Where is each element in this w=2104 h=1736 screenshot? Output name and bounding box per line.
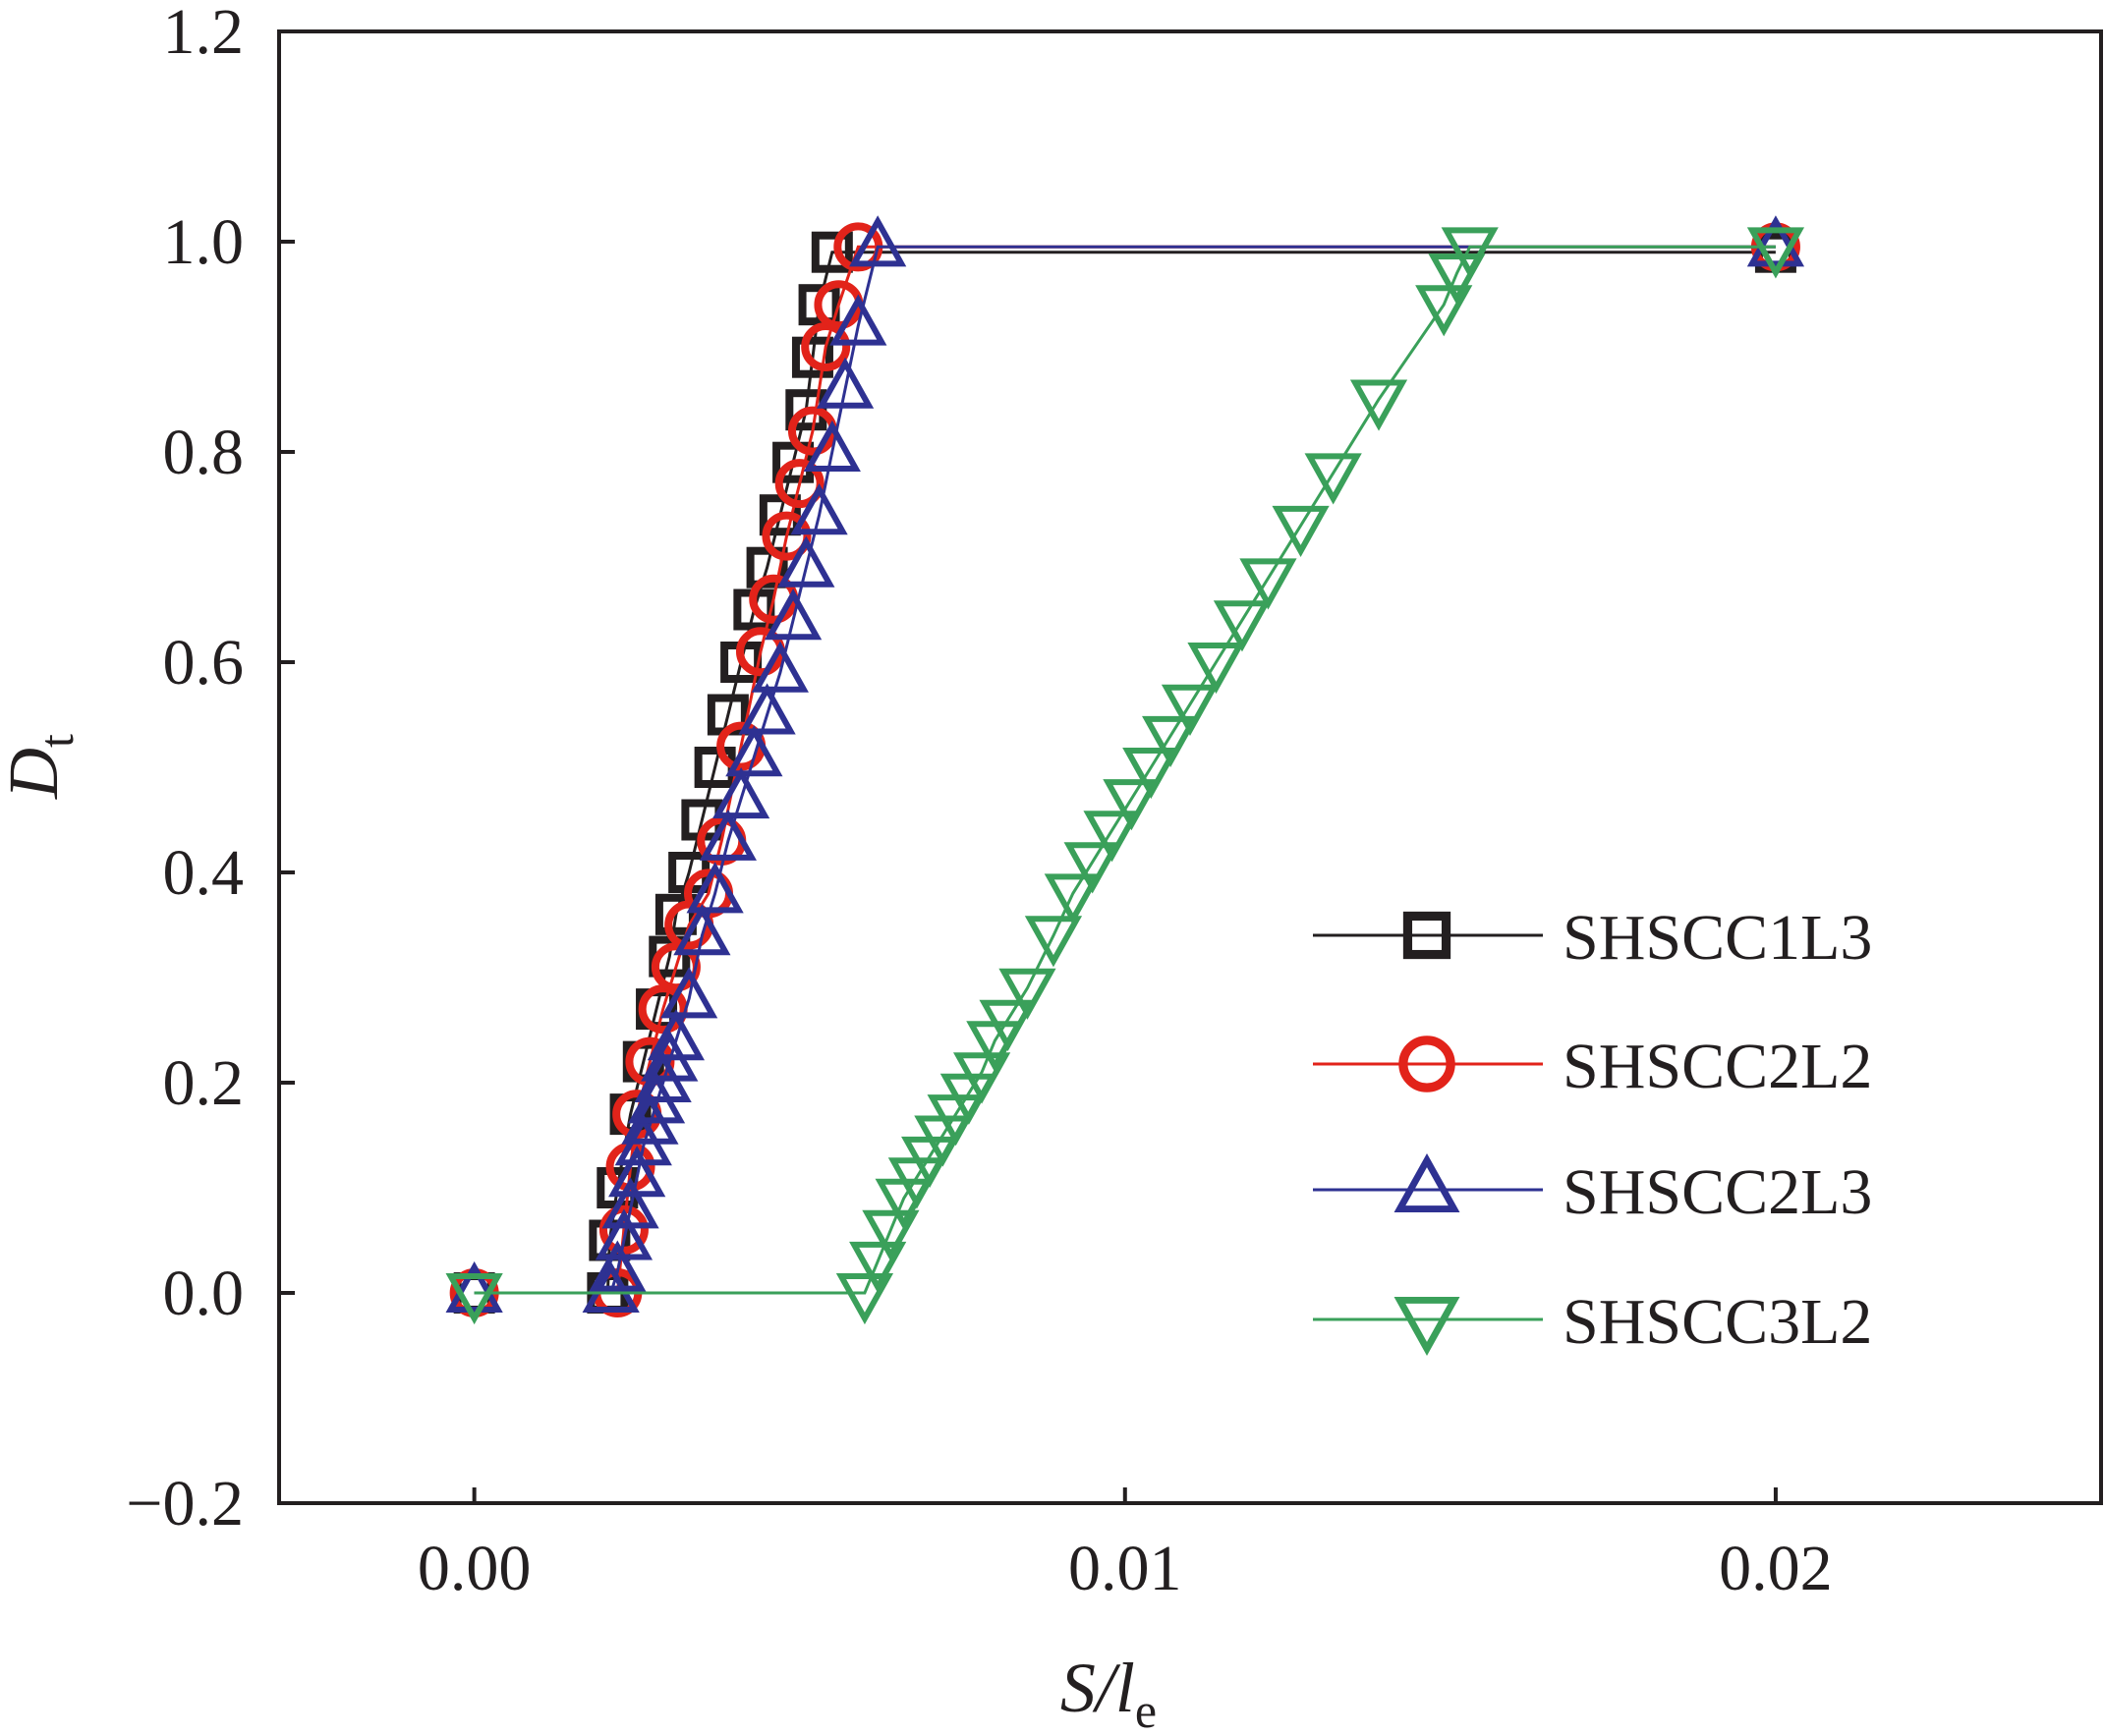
data-point-SHSCC3L2-12 — [979, 999, 1037, 1051]
x-tick-label: 0.01 — [1068, 1533, 1182, 1604]
x-tick-label: 0.00 — [418, 1533, 532, 1604]
data-point-SHSCC2L2-17 — [801, 322, 851, 371]
data-point-SHSCC2L3-5 — [608, 1146, 666, 1198]
data-point-SHSCC2L3-11 — [647, 1009, 706, 1061]
data-point-SHSCC3L2-17 — [1083, 811, 1141, 863]
data-point-SHSCC3L2-15 — [1044, 873, 1102, 925]
data-point-SHSCC2L3-3 — [595, 1208, 654, 1260]
series-layer — [445, 215, 1805, 1325]
data-point-SHSCC3L2-19 — [1122, 748, 1180, 800]
legend-label: SHSCC1L3 — [1563, 902, 1872, 974]
plot-frame — [277, 29, 2103, 1505]
legend-item-SHSCC3L2: SHSCC3L2 — [1313, 1286, 1872, 1358]
y-axis-title: Dt — [0, 734, 84, 800]
y-tick-label: 0.2 — [163, 1047, 245, 1119]
data-point-SHSCC2L3-26 — [849, 215, 907, 267]
data-point-SHSCC3L2-31 — [1746, 227, 1805, 279]
y-axis-title-main: D — [0, 748, 73, 800]
x-axis-title-sub: e — [1135, 1683, 1157, 1736]
data-point-SHSCC2L3-22 — [790, 483, 848, 535]
data-point-SHSCC3L2-23 — [1213, 600, 1272, 652]
data-point-SHSCC3L2-0 — [445, 1273, 503, 1325]
data-point-SHSCC3L2-26 — [1304, 453, 1362, 505]
data-point-SHSCC3L2-24 — [1239, 558, 1297, 610]
legend-label: SHSCC3L2 — [1563, 1286, 1872, 1358]
data-point-SHSCC3L2-30 — [1441, 227, 1499, 279]
y-tick-label: 0.0 — [163, 1258, 245, 1329]
data-point-SHSCC2L3-23 — [803, 420, 861, 472]
data-point-SHSCC2L3-0 — [445, 1260, 503, 1313]
data-point-SHSCC2L3-24 — [816, 357, 875, 409]
data-point-SHSCC2L2-6 — [638, 984, 688, 1035]
legend-label: SHSCC2L3 — [1563, 1156, 1872, 1228]
data-point-SHSCC3L2-3 — [862, 1209, 920, 1261]
x-tick-label: 0.02 — [1719, 1533, 1833, 1604]
legend-marker — [1393, 1297, 1460, 1356]
legend-item-SHSCC1L3: SHSCC1L3 — [1313, 902, 1872, 974]
data-point-SHSCC3L2-29 — [1428, 253, 1486, 306]
data-point-SHSCC3L2-16 — [1063, 842, 1121, 894]
data-point-SHSCC3L2-13 — [998, 968, 1056, 1020]
y-tick-label: −0.2 — [126, 1468, 244, 1540]
data-point-SHSCC3L2-28 — [1415, 285, 1473, 337]
y-axis-title-sub: t — [28, 734, 84, 748]
data-point-SHSCC3L2-22 — [1187, 643, 1245, 695]
data-point-SHSCC3L2-27 — [1349, 379, 1408, 431]
legend-marker — [1402, 911, 1451, 960]
x-axis-title: S/le — [1060, 1649, 1157, 1736]
data-point-SHSCC2L3-16 — [712, 766, 770, 819]
data-point-SHSCC2L3-25 — [829, 294, 887, 346]
data-point-SHSCC2L3-2 — [589, 1240, 647, 1292]
data-point-SHSCC3L2-18 — [1103, 779, 1161, 831]
data-point-SHSCC1L3-19 — [791, 336, 833, 378]
data-point-SHSCC3L2-10 — [953, 1052, 1011, 1104]
data-point-SHSCC3L2-25 — [1272, 505, 1330, 558]
ticks-layer: 0.00 0.01 0.02 −0.2 0.0 0.2 0.4 0.6 0.8 1.0 1.2 — [126, 0, 1832, 1604]
data-point-SHSCC2L3-20 — [764, 588, 823, 641]
data-point-SHSCC3L2-21 — [1161, 684, 1220, 736]
y-tick-label: 0.4 — [163, 837, 245, 909]
legend-label: SHSCC2L2 — [1563, 1031, 1872, 1102]
data-point-SHSCC2L3-15 — [699, 809, 757, 861]
data-point-SHSCC2L3-17 — [725, 725, 783, 777]
data-point-SHSCC2L3-12 — [660, 967, 718, 1019]
data-point-SHSCC2L3-21 — [777, 535, 835, 588]
data-point-SHSCC1L3-21 — [811, 231, 853, 273]
data-point-SHSCC3L2-1 — [835, 1273, 894, 1325]
data-point-SHSCC2L2-14 — [762, 511, 812, 561]
legend-marker — [1393, 1153, 1460, 1212]
y-tick-label: 1.0 — [163, 206, 245, 278]
data-point-SHSCC2L3-13 — [673, 904, 731, 956]
data-point-SHSCC2L3-4 — [601, 1177, 659, 1229]
data-point-SHSCC1L3-8 — [654, 893, 697, 935]
legend: SHSCC1L3 SHSCC2L2 SHSCC2L3 SHSCC3L2 — [1313, 902, 1872, 1358]
data-point-SHSCC1L3-20 — [798, 284, 840, 326]
series-SHSCC3L2 — [445, 227, 1805, 1325]
data-point-SHSCC2L3-27 — [1746, 215, 1805, 267]
data-point-SHSCC2L3-14 — [686, 862, 744, 914]
y-tick-label: 0.8 — [163, 417, 245, 488]
y-tick-label: 1.2 — [163, 0, 245, 68]
y-tick-label: 0.6 — [163, 627, 245, 699]
data-point-SHSCC2L2-15 — [774, 459, 825, 509]
x-axis-title-main: S/l — [1060, 1649, 1135, 1727]
legend-marker — [1398, 1036, 1455, 1092]
data-point-SHSCC2L3-18 — [738, 683, 796, 735]
series-SHSCC2L3 — [445, 215, 1805, 1313]
legend-item-SHSCC2L3: SHSCC2L3 — [1313, 1153, 1872, 1228]
data-point-SHSCC3L2-20 — [1142, 715, 1200, 768]
data-point-SHSCC3L2-14 — [1024, 916, 1083, 968]
legend-item-SHSCC2L2: SHSCC2L2 — [1313, 1031, 1872, 1102]
data-point-SHSCC3L2-2 — [849, 1241, 907, 1294]
data-point-SHSCC2L3-19 — [751, 641, 809, 693]
